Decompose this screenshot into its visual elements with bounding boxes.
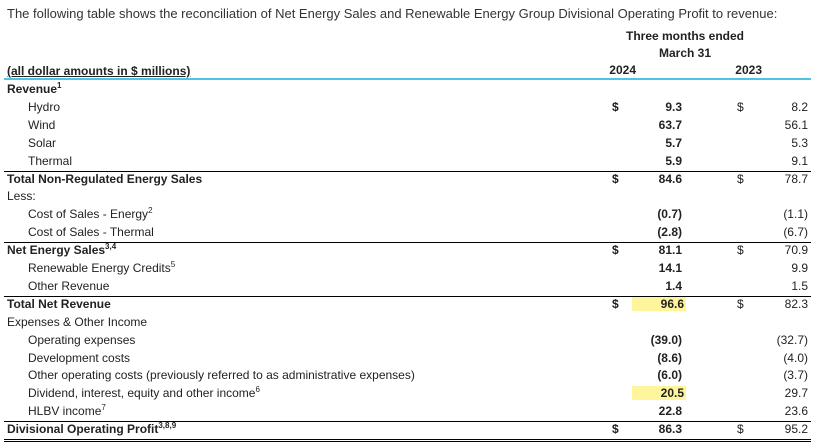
row-label: Cost of Sales - Thermal xyxy=(28,225,154,240)
row-label: Net Energy Sales3,4 xyxy=(7,242,117,258)
table-row: Other Revenue 1.4 1.5 xyxy=(4,278,811,297)
value-2023: 5.3 xyxy=(791,135,808,150)
row-label: Cost of Sales - Energy2 xyxy=(28,206,153,222)
year-2024-header: 2024 xyxy=(609,63,636,77)
value-2024: (0.7) xyxy=(657,207,682,222)
footnote-marker: 1 xyxy=(57,81,62,90)
footnote-marker: 7 xyxy=(101,403,106,413)
dollar-sign-2024: $ xyxy=(612,243,619,258)
value-2024: (6.0) xyxy=(657,368,682,383)
value-2023: 95.2 xyxy=(784,422,808,437)
row-label: HLBV income7 xyxy=(28,403,106,419)
dollar-sign-2023: $ xyxy=(737,243,744,258)
value-2023: (4.0) xyxy=(783,350,808,365)
value-2023: 70.9 xyxy=(784,243,808,258)
dollar-sign-2024: $ xyxy=(612,99,619,114)
value-2024: 63.7 xyxy=(658,117,682,132)
value-2024: 81.1 xyxy=(658,243,682,258)
value-2023: (1.1) xyxy=(783,207,808,222)
intro-text: The following table shows the reconcilia… xyxy=(7,6,778,21)
table-row: HLBV income7 22.8 23.6 xyxy=(4,403,811,423)
footnote-marker: 2 xyxy=(148,206,153,216)
footnote-marker: 3,4 xyxy=(105,242,117,252)
value-2024: (39.0) xyxy=(650,332,682,347)
value-2023: 9.9 xyxy=(791,261,808,275)
row-label: Renewable Energy Credits5 xyxy=(28,260,176,276)
value-2024: 20.5 xyxy=(632,386,686,401)
dollar-sign-2023: $ xyxy=(737,296,744,311)
value-2024: 96.6 xyxy=(632,296,686,311)
row-label: Revenue1 xyxy=(7,81,62,97)
row-label: Wind xyxy=(28,117,56,132)
value-2023: 1.5 xyxy=(791,278,808,293)
row-label: Operating expenses xyxy=(28,332,136,347)
value-2024: 86.3 xyxy=(658,422,682,437)
dollar-sign-2024: $ xyxy=(612,171,619,186)
table-row: Operating expenses (39.0) (32.7) xyxy=(4,332,811,350)
row-label: Other Revenue xyxy=(28,278,110,293)
footnote-marker: 6 xyxy=(255,385,260,395)
header-accent-line xyxy=(4,78,811,80)
table-row: Thermal 5.9 9.1 xyxy=(4,153,811,172)
dollar-sign-2023: $ xyxy=(737,99,744,114)
row-label: Expenses & Other Income xyxy=(7,314,148,329)
row-label: Other operating costs (previously referr… xyxy=(28,368,415,383)
period-header-line1: Three months ended xyxy=(625,29,744,43)
value-2023: 9.1 xyxy=(791,153,808,168)
row-label: Divisional Operating Profit3,8,9 xyxy=(7,421,177,437)
table-row: Dividend, interest, equity and other inc… xyxy=(4,385,811,403)
table-row: Cost of Sales - Energy2 (0.7) (1.1) xyxy=(4,206,811,224)
value-2024: (8.6) xyxy=(657,350,682,365)
value-2023: 29.7 xyxy=(784,386,808,401)
table-row: Solar 5.7 5.3 xyxy=(4,135,811,153)
table-row: Expenses & Other Income xyxy=(4,314,811,332)
dollar-sign-2024: $ xyxy=(612,296,619,311)
period-header-line2: March 31 xyxy=(658,46,712,60)
footnote-marker: 3,8,9 xyxy=(158,421,177,431)
value-2024: 5.7 xyxy=(665,135,682,150)
value-2024: 1.4 xyxy=(665,278,682,293)
value-2023: (32.7) xyxy=(776,332,808,347)
table-row: Development costs (8.6) (4.0) xyxy=(4,350,811,368)
row-label: Total Net Revenue xyxy=(7,296,111,311)
row-label: Development costs xyxy=(28,350,131,365)
dollar-sign-2023: $ xyxy=(737,171,744,186)
value-2023: 56.1 xyxy=(784,117,808,132)
value-2023: 8.2 xyxy=(791,99,808,114)
value-2024: (2.8) xyxy=(657,225,682,240)
table-row: Hydro $9.3 $8.2 xyxy=(4,99,811,117)
value-2023: (6.7) xyxy=(783,225,808,240)
table-row: Cost of Sales - Thermal (2.8) (6.7) xyxy=(4,224,811,244)
table-row: Less: xyxy=(4,188,811,206)
value-2024: 14.1 xyxy=(658,261,682,275)
row-label: Dividend, interest, equity and other inc… xyxy=(28,385,260,401)
value-2024: 5.9 xyxy=(665,153,682,168)
value-2023: 23.6 xyxy=(784,404,808,419)
row-label: Solar xyxy=(28,135,57,150)
table-row: Divisional Operating Profit3,8,9 $86.3 $95… xyxy=(4,421,811,442)
value-2023: (3.7) xyxy=(783,368,808,383)
table-row: Net Energy Sales3,4 $81.1 $70.9 xyxy=(4,242,811,260)
row-label: Total Non-Regulated Energy Sales xyxy=(7,171,203,186)
year-2023-header: 2023 xyxy=(735,63,762,77)
row-label: Less: xyxy=(7,189,36,204)
value-2024: 84.6 xyxy=(658,171,682,186)
table-row: Total Net Revenue $96.6 $82.3 xyxy=(4,296,811,314)
table-row: Renewable Energy Credits5 14.1 9.9 xyxy=(4,260,811,278)
table-row: Other operating costs (previously referr… xyxy=(4,367,811,385)
value-2023: 78.7 xyxy=(784,171,808,186)
value-2024: 9.3 xyxy=(665,99,682,114)
footnote-marker: 5 xyxy=(170,260,176,269)
table-row: Wind 63.7 56.1 xyxy=(4,117,811,135)
row-label: Thermal xyxy=(28,153,73,168)
row-label: Hydro xyxy=(28,99,61,114)
table-row: Total Non-Regulated Energy Sales $84.6 $78… xyxy=(4,171,811,189)
units-column-label: (all dollar amounts in $ millions) xyxy=(7,64,191,78)
dollar-sign-2024: $ xyxy=(612,422,619,437)
value-2023: 82.3 xyxy=(784,296,808,311)
dollar-sign-2023: $ xyxy=(737,422,744,437)
value-2024: 22.8 xyxy=(658,404,682,419)
table-row: Revenue1 xyxy=(4,81,811,99)
